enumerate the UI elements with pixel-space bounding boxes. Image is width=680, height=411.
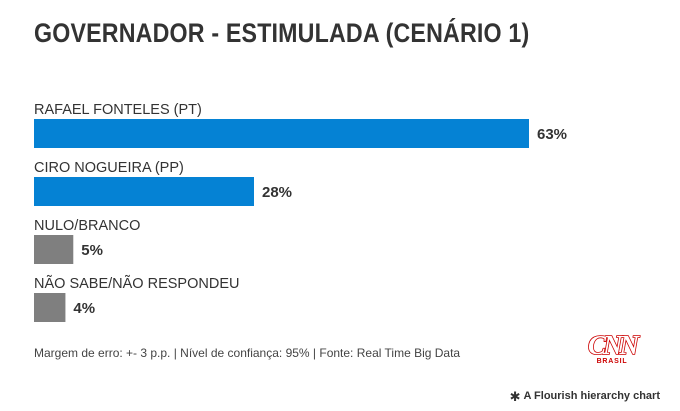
category-label-nulo-branco: NULO/BRANCO (34, 218, 140, 234)
bar-nao-sabe-nao-respondeu[interactable] (34, 293, 66, 322)
category-label-rafael-fonteles-pt: RAFAEL FONTELES (PT) (34, 102, 202, 118)
source-note: Margem de erro: +- 3 p.p. | Nível de con… (34, 346, 461, 360)
bar-nulo-branco[interactable] (34, 235, 74, 264)
value-label-nulo-branco: 5% (81, 242, 103, 259)
flourish-asterisk-icon: ✱ (509, 388, 521, 404)
value-label-nao-sabe-nao-respondeu: 4% (73, 300, 95, 317)
category-label-nao-sabe-nao-respondeu: NÃO SABE/NÃO RESPONDEU (34, 275, 239, 292)
value-label-rafael-fonteles-pt: 63% (537, 126, 567, 143)
bar-chart: RAFAEL FONTELES (PT) 63% CIRO NOGUEIRA (PP… (34, 102, 567, 322)
flourish-credit-link[interactable]: ✱ A Flourish hierarchy chart (509, 388, 660, 404)
bar-ciro-nogueira-pp[interactable] (34, 177, 254, 206)
flourish-credit-text: A Flourish hierarchy chart (523, 390, 660, 402)
cnn-brasil-logo: CNN BRASIL (584, 330, 640, 373)
bar-rafael-fonteles-pt[interactable] (34, 119, 529, 148)
value-label-ciro-nogueira-pp: 28% (262, 184, 292, 201)
chart-title: GOVERNADOR - ESTIMULADA (CENÁRIO 1) (34, 18, 530, 48)
category-label-ciro-nogueira-pp: CIRO NOGUEIRA (PP) (34, 160, 184, 176)
cnn-logo-subtext: BRASIL (596, 358, 628, 365)
cnn-logo-mark: CNN (587, 330, 640, 360)
